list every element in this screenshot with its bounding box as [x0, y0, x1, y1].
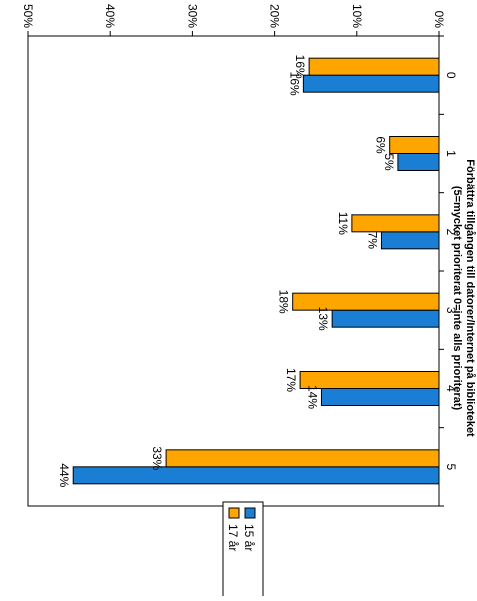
value-tick-label: 10%: [350, 4, 364, 28]
category-label: 3: [444, 307, 458, 314]
data-label: 17%: [284, 368, 298, 392]
bar-17-ar-cat-2: [351, 214, 440, 233]
value-tick-label: 0%: [432, 11, 446, 29]
data-label: 16%: [287, 72, 301, 96]
legend-swatch: [228, 507, 240, 519]
bar-15-ar-cat-2: [380, 231, 440, 250]
category-label: 5: [444, 463, 458, 470]
data-label: 13%: [316, 307, 330, 331]
data-label: 16%: [293, 55, 307, 79]
data-label: 14%: [305, 385, 319, 409]
chart-title: Förbättra tillgången till datorer/Intern…: [464, 159, 476, 437]
legend-label: 17 år: [226, 524, 240, 551]
value-tick-label: 30%: [185, 4, 199, 28]
bar-15-ar-cat-4: [320, 388, 440, 406]
bar-15-ar-cat-0: [302, 74, 440, 93]
bar-15-ar-cat-1: [397, 153, 440, 171]
plot-area-frame: [27, 35, 440, 507]
value-tick-label: 40%: [103, 4, 117, 28]
category-label: 2: [444, 228, 458, 235]
data-label: 11%: [336, 212, 350, 235]
bar-17-ar-cat-4: [299, 371, 440, 389]
value-tick-label: 20%: [268, 4, 282, 28]
legend-label: 15 år: [242, 524, 256, 551]
data-label: 33%: [150, 446, 164, 470]
legend-swatch: [244, 507, 256, 519]
data-label: 18%: [277, 290, 291, 314]
category-label: 1: [444, 150, 458, 157]
chart-rotated-group: Förbättra tillgången till datorer/Intern…: [21, 4, 476, 599]
bar-17-ar-cat-5: [165, 449, 440, 468]
bar-15-ar-cat-5: [72, 466, 440, 485]
data-label: 7%: [365, 232, 379, 250]
bar-15-ar-cat-3: [331, 309, 440, 328]
category-axis: 0 1 2 3 4 5: [439, 35, 458, 507]
data-label: 5%: [382, 153, 396, 171]
data-labels-layer: 16%16% 5%6% 7% 11% 13% 18% 14% 17% 44% 33%: [57, 55, 396, 488]
chart-subtitle: (5=mycket prioriterat 0=inte alls priori…: [451, 186, 463, 411]
data-label: 44%: [57, 463, 71, 487]
bar-17-ar-cat-3: [292, 292, 440, 311]
bar-17-ar-cat-0: [308, 57, 440, 76]
data-label: 6%: [374, 136, 388, 154]
bar-17-ar-cat-1: [389, 136, 440, 154]
bars-layer: [72, 57, 440, 485]
value-tick-label: 50%: [21, 4, 35, 28]
value-axis: 0% 10% 20% 30% 40% 50%: [21, 4, 446, 36]
category-label: 0: [444, 72, 458, 79]
category-label: 4: [444, 385, 458, 392]
